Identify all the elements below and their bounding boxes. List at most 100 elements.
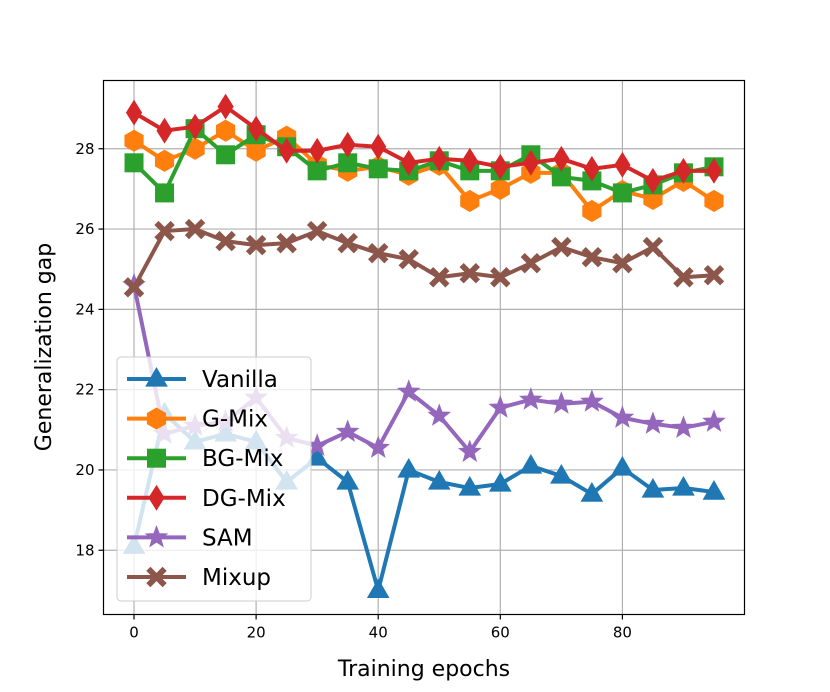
y-axis-label: Generalization gap bbox=[32, 243, 57, 451]
data-point-dg-mix bbox=[125, 99, 143, 126]
legend-item-dg-mix: DG-Mix bbox=[127, 484, 286, 512]
data-point-mixup bbox=[306, 220, 328, 242]
data-point-bg-mix bbox=[368, 159, 388, 179]
data-point-bg-mix bbox=[612, 183, 632, 203]
data-point-sam bbox=[519, 387, 543, 410]
legend-label-mixup: Mixup bbox=[202, 565, 271, 591]
data-point-sam bbox=[671, 415, 696, 438]
data-point-g-mix bbox=[582, 199, 602, 223]
legend-marker-dg-mix bbox=[148, 484, 165, 511]
data-point-dg-mix bbox=[278, 137, 295, 164]
data-point-mixup bbox=[581, 246, 603, 268]
data-point-mixup bbox=[673, 267, 694, 288]
legend-item-mixup: Mixup bbox=[127, 565, 271, 591]
x-tick-label: 60 bbox=[491, 624, 510, 642]
data-point-mixup bbox=[551, 236, 572, 258]
data-point-dg-mix bbox=[186, 113, 204, 140]
data-point-mixup bbox=[337, 232, 358, 254]
data-point-vanilla bbox=[488, 472, 512, 492]
data-point-sam bbox=[335, 419, 360, 442]
y-tick-label: 26 bbox=[75, 220, 94, 238]
legend-label-bg-mix: BG-Mix bbox=[202, 446, 283, 472]
data-point-sam bbox=[488, 395, 513, 418]
legend-label-g-mix: G-Mix bbox=[202, 407, 268, 433]
legend-item-g-mix: G-Mix bbox=[127, 407, 268, 433]
data-point-vanilla bbox=[611, 455, 634, 476]
data-point-bg-mix bbox=[124, 153, 144, 173]
data-point-g-mix bbox=[246, 139, 266, 162]
data-point-dg-mix bbox=[248, 115, 265, 142]
data-point-vanilla bbox=[702, 480, 726, 500]
data-point-mixup bbox=[490, 267, 511, 288]
data-point-dg-mix bbox=[217, 93, 234, 120]
data-point-mixup bbox=[459, 263, 480, 284]
x-tick-label: 20 bbox=[247, 624, 266, 642]
data-point-dg-mix bbox=[400, 149, 417, 176]
data-point-mixup bbox=[276, 232, 297, 254]
y-tick-label: 18 bbox=[75, 541, 94, 559]
data-point-dg-mix bbox=[370, 133, 387, 160]
data-point-mixup bbox=[520, 252, 542, 274]
data-point-bg-mix bbox=[216, 145, 236, 165]
data-point-dg-mix bbox=[492, 153, 509, 180]
data-point-mixup bbox=[123, 277, 145, 298]
data-point-g-mix bbox=[460, 189, 480, 213]
data-point-sam bbox=[702, 409, 726, 432]
data-point-dg-mix bbox=[675, 157, 692, 184]
data-point-dg-mix bbox=[431, 145, 448, 172]
data-point-sam bbox=[580, 389, 604, 412]
data-point-dg-mix bbox=[553, 145, 570, 172]
data-point-dg-mix bbox=[309, 137, 326, 164]
data-point-sam bbox=[366, 435, 391, 458]
legend-marker-sam bbox=[144, 524, 169, 548]
series-dg-mix bbox=[125, 93, 723, 194]
data-point-vanilla bbox=[427, 470, 451, 490]
data-point-vanilla bbox=[641, 478, 665, 498]
legend-label-vanilla: Vanilla bbox=[202, 367, 278, 393]
data-point-g-mix bbox=[124, 129, 144, 152]
x-axis-label: Training epochs bbox=[337, 657, 510, 682]
data-point-mixup bbox=[703, 265, 725, 286]
data-point-vanilla bbox=[550, 463, 573, 484]
data-point-g-mix bbox=[490, 177, 510, 200]
data-point-vanilla bbox=[458, 476, 482, 496]
data-point-mixup bbox=[612, 252, 633, 274]
data-point-g-mix bbox=[216, 119, 236, 142]
data-point-dg-mix bbox=[156, 117, 173, 144]
data-point-vanilla bbox=[397, 457, 421, 478]
data-point-g-mix bbox=[154, 149, 175, 172]
data-point-mixup bbox=[368, 242, 389, 264]
data-point-vanilla bbox=[580, 482, 604, 502]
axis-ticks: 0 20 40 60 80 18 20 22 24 26 28 bbox=[75, 140, 632, 642]
legend-marker-mixup bbox=[146, 566, 167, 588]
y-tick-label: 24 bbox=[75, 300, 94, 318]
x-tick-label: 40 bbox=[369, 624, 388, 642]
data-point-dg-mix bbox=[614, 151, 631, 178]
data-point-dg-mix bbox=[644, 167, 662, 194]
legend-item-bg-mix: BG-Mix bbox=[127, 446, 283, 472]
data-point-mixup bbox=[429, 267, 450, 288]
data-point-vanilla bbox=[336, 470, 360, 490]
data-point-dg-mix bbox=[705, 157, 723, 184]
data-point-dg-mix bbox=[583, 155, 600, 182]
legend-marker-bg-mix bbox=[147, 448, 166, 468]
data-point-sam bbox=[457, 439, 482, 462]
data-point-sam bbox=[549, 391, 574, 414]
data-point-sam bbox=[641, 411, 665, 434]
data-point-g-mix bbox=[704, 189, 724, 213]
y-tick-label: 20 bbox=[75, 461, 94, 479]
data-point-bg-mix bbox=[155, 183, 175, 203]
legend-marker-g-mix bbox=[146, 407, 167, 430]
legend-label-sam: SAM bbox=[202, 525, 253, 551]
data-point-mixup bbox=[154, 220, 175, 242]
data-point-vanilla bbox=[305, 445, 329, 466]
data-point-sam bbox=[610, 405, 635, 428]
data-point-bg-mix bbox=[307, 161, 327, 181]
legend-marker-vanilla bbox=[145, 366, 168, 387]
legend: Vanilla G-Mix BG-Mix DG-Mix SAM Mixup bbox=[116, 356, 312, 602]
series-mixup bbox=[123, 218, 725, 298]
x-tick-label: 80 bbox=[613, 624, 632, 642]
data-point-vanilla bbox=[519, 453, 543, 474]
data-point-dg-mix bbox=[339, 131, 356, 158]
data-point-dg-mix bbox=[522, 149, 539, 176]
